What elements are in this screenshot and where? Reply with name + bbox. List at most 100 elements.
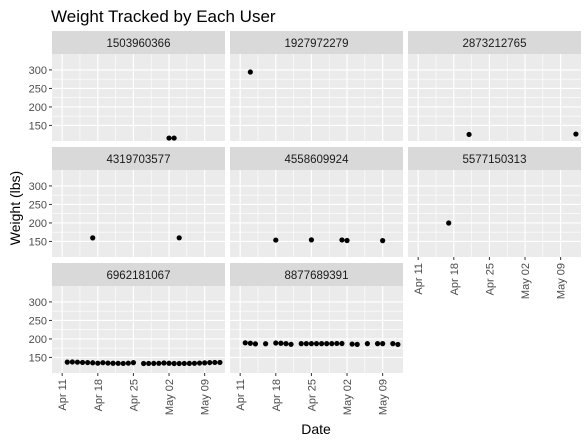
y-tick-label: 250	[29, 83, 47, 95]
facet-strip-label: 4558609924	[285, 154, 350, 166]
data-point	[115, 360, 121, 366]
facet-panels: 1503960366 150 200 250 300 1927972279 28732127…	[29, 31, 581, 415]
data-point	[324, 341, 330, 347]
data-point	[573, 131, 579, 137]
x-tick-label: May 02	[520, 263, 532, 299]
data-point	[176, 235, 182, 241]
data-point	[196, 360, 203, 366]
x-tick-label: Apr 25	[306, 379, 318, 411]
facet-strip-label: 8877689391	[285, 270, 349, 282]
x-tick-label: Apr 11	[57, 379, 69, 411]
facet-panel: 6962181067 150 200 250 300 Apr 11 Apr 18 Apr 25…	[29, 263, 225, 415]
facet-strip-label: 1503960366	[107, 38, 171, 50]
data-point	[120, 360, 126, 367]
data-point	[288, 341, 294, 347]
data-point	[191, 360, 198, 366]
facet-panel: 4319703577 150 200 250 300	[29, 147, 225, 257]
data-point	[217, 359, 223, 366]
data-point	[303, 341, 309, 347]
data-point	[110, 360, 116, 366]
facet-strip-label: 4319703577	[107, 154, 171, 166]
data-point	[176, 360, 182, 367]
data-point	[308, 237, 315, 243]
x-tick-label: May 09	[556, 263, 568, 299]
data-point	[171, 360, 177, 367]
data-point	[69, 359, 75, 365]
facet-panel: 1503960366 150 200 250 300	[29, 31, 225, 141]
data-point	[247, 69, 253, 75]
y-tick-label: 300	[29, 297, 47, 309]
data-point	[252, 341, 259, 347]
facet-strip	[52, 263, 225, 286]
data-point	[395, 341, 401, 348]
data-point	[90, 235, 96, 241]
data-point	[247, 340, 253, 346]
y-tick-label: 250	[29, 315, 47, 327]
data-point	[329, 341, 335, 347]
data-point	[354, 341, 360, 347]
x-tick-label: May 09	[200, 379, 212, 415]
x-tick-label: Apr 18	[449, 263, 461, 295]
data-point	[207, 359, 213, 366]
data-point	[242, 340, 248, 346]
data-point	[212, 359, 218, 366]
x-axis-title: Date	[301, 421, 331, 437]
facet-strip-label: 5577150313	[463, 154, 527, 166]
data-point	[202, 360, 208, 366]
x-tick-label: Apr 25	[484, 263, 496, 295]
data-point	[298, 341, 304, 347]
x-tick-label: Apr 11	[413, 263, 425, 295]
data-point	[90, 360, 96, 366]
facet-strip	[52, 147, 225, 170]
data-point	[130, 360, 137, 366]
facet-strip-label: 6962181067	[107, 270, 171, 282]
data-point	[79, 359, 86, 366]
data-point	[166, 135, 172, 141]
x-tick-label: May 02	[164, 379, 176, 415]
data-point	[380, 237, 386, 244]
facet-strip	[230, 263, 403, 286]
data-point	[446, 220, 452, 226]
data-point	[156, 360, 162, 366]
facet-panel: 4558609924	[230, 147, 403, 257]
data-point	[273, 340, 279, 346]
data-point	[318, 341, 325, 347]
x-tick-label: May 02	[342, 379, 354, 415]
facet-strip	[52, 31, 225, 54]
y-tick-label: 250	[29, 199, 47, 211]
data-point	[166, 360, 172, 366]
x-tick-label: Apr 11	[235, 379, 247, 411]
y-tick-label: 150	[29, 120, 47, 132]
data-point	[263, 341, 269, 347]
data-point	[64, 359, 70, 365]
facet-panel: 1927972279	[230, 31, 403, 141]
facet-strip	[230, 147, 403, 170]
data-point	[339, 237, 345, 243]
data-point	[374, 341, 381, 347]
y-axis-title: Weight (lbs)	[7, 171, 23, 245]
data-point	[339, 340, 345, 347]
data-point	[146, 360, 152, 367]
y-tick-label: 200	[29, 218, 47, 230]
data-point	[74, 359, 81, 365]
y-tick-label: 200	[29, 102, 47, 114]
data-point	[161, 360, 167, 366]
facet-strip-label: 1927972279	[285, 38, 349, 50]
data-point	[344, 237, 350, 244]
facet-strip-label: 2873212765	[463, 38, 527, 50]
facet-strip	[230, 31, 403, 54]
x-tick-label: May 09	[378, 379, 390, 415]
data-point	[186, 360, 192, 367]
data-point	[334, 340, 340, 347]
x-tick-label: Apr 18	[93, 379, 105, 411]
x-tick-label: Apr 25	[128, 379, 140, 411]
data-point	[181, 360, 187, 367]
data-point	[349, 341, 355, 347]
data-point	[100, 360, 106, 366]
data-point	[140, 360, 147, 367]
data-point	[380, 341, 386, 347]
data-point	[273, 237, 279, 243]
chart-title: Weight Tracked by Each User	[51, 7, 276, 26]
facet-panel: 8877689391 Apr 11 Apr 18 Apr 25 May 02 May 09	[230, 263, 403, 415]
